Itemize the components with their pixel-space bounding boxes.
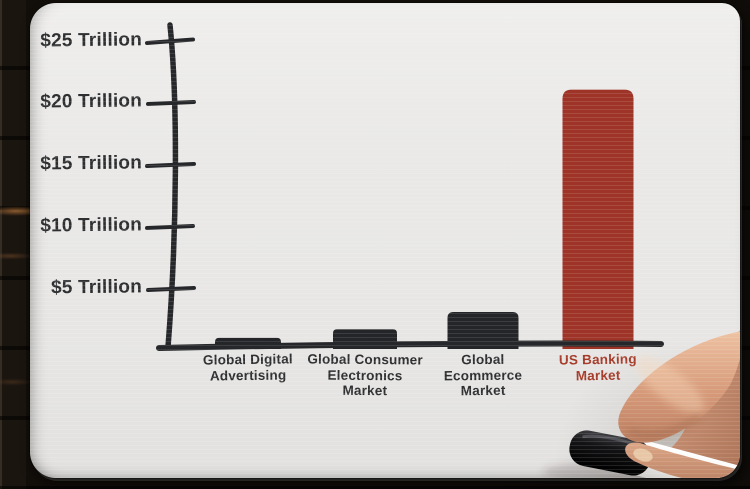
category-label-global-consumer-electronics-market: Global Consumer Electronics Market [298,351,432,399]
y-axis-label-15: $15 Trillion [40,152,143,175]
y-axis-tick-20 [146,100,196,106]
category-label-line: Global Consumer [307,351,423,368]
y-axis-tick-15 [145,162,196,168]
category-label-line: Advertising [209,366,287,384]
y-axis-label-5: $5 Trillion [50,276,143,299]
y-axis-tick-10 [145,224,195,230]
finger-highlight [635,356,705,414]
y-axis-ticks [145,37,196,292]
y-axis-line [165,22,179,350]
thumb-nail [633,448,653,462]
category-label-line: Market [342,382,388,399]
category-label-us-banking-market: US Banking Market [531,351,666,384]
category-label-global-digital-advertising: Global Digital Advertising [181,351,315,384]
category-label-line: Electronics [327,367,403,383]
hand-illustration [543,330,740,478]
chart-svg [145,22,740,478]
bars-layer [215,89,634,350]
y-axis-label-25: $25 Trillion [40,29,143,52]
category-label-line: Market [460,382,506,399]
y-axis-label-10: $10 Trillion [40,214,143,237]
bar-us-banking-market [562,89,634,350]
y-axis-tick-5 [146,286,196,292]
y-axis-tick-25 [145,37,195,45]
bar-global-ecommerce-market [447,311,519,349]
category-label-line: Ecommerce [443,367,523,383]
finger-shading [627,414,701,438]
x-axis-line [156,340,664,351]
whiteboard-card: $25 Trillion $20 Trillion $15 Trillion $… [30,3,740,478]
thumb [625,442,740,478]
y-axis-label-20: $20 Trillion [40,90,143,113]
category-label-line: Global Digital [202,351,293,368]
category-label-line: Market [575,367,621,383]
